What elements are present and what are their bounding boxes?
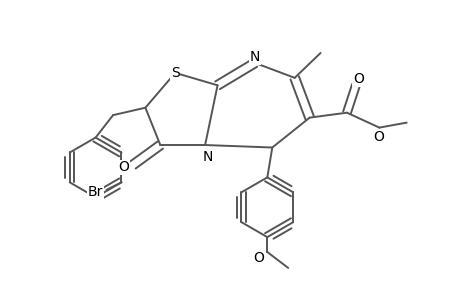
Text: Br: Br (88, 185, 103, 199)
Text: O: O (252, 251, 263, 265)
Text: N: N (202, 151, 213, 164)
Text: O: O (118, 160, 129, 174)
Text: O: O (372, 130, 383, 144)
Text: O: O (352, 72, 363, 86)
Text: S: S (170, 66, 179, 80)
Text: N: N (249, 50, 259, 64)
